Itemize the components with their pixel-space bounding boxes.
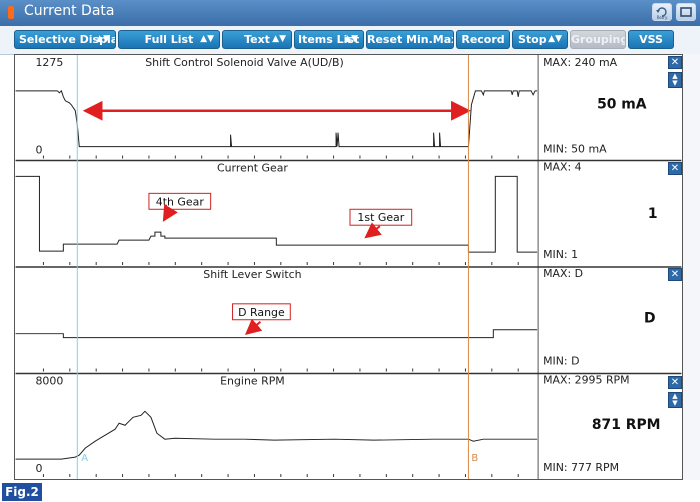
max-label: MAX: 240 mA (543, 56, 618, 69)
panel-controls-column (683, 54, 700, 480)
signal-trace (15, 329, 538, 339)
panel-solenoid-valve: 1275 0 Shift Control Solenoid Valve A(UD… (15, 56, 647, 157)
max-label: MAX: 2995 RPM (543, 373, 630, 386)
close-icon: ✕ (670, 57, 680, 68)
app-icon (8, 6, 14, 19)
updown-arrow-icon: ▲▼ (272, 34, 286, 44)
minimize-button[interactable] (676, 3, 696, 21)
stop-button[interactable]: Stop ▲▼ (512, 30, 568, 49)
signal-trace (15, 410, 538, 460)
graph-area: 1275 0 Shift Control Solenoid Valve A(UD… (14, 54, 683, 480)
updown-arrow-icon: ▲▼ (672, 392, 678, 407)
current-value: 1 (648, 206, 658, 222)
retry-icon: Retry (656, 7, 668, 20)
annotation-4th-gear: 4th Gear (156, 195, 205, 208)
close-panel-4-button[interactable]: ✕ (668, 376, 682, 389)
panel-title: Engine RPM (220, 374, 285, 387)
panel-shift-lever-switch: Shift Lever Switch MAX: D MIN: D D D Ran… (15, 267, 656, 368)
panel-engine-rpm: 8000 0 Engine RPM MAX: 2995 RPM MIN: 777… (15, 373, 661, 475)
panel-title: Shift Lever Switch (203, 268, 301, 281)
annotation-d-range: D Range (238, 306, 285, 319)
scale-min-label: 0 (35, 144, 42, 157)
min-label: MIN: 777 RPM (543, 461, 619, 474)
current-value: 50 mA (597, 97, 647, 113)
updown-arrow-icon: ▲▼ (344, 34, 358, 44)
signal-trace (15, 175, 538, 253)
svg-text:Retry: Retry (657, 15, 668, 20)
reset-min-max-button[interactable]: Reset Min.Max (366, 30, 454, 49)
scroll-panel-1-button[interactable]: ▲ ▼ (668, 72, 682, 88)
annotation-arrow (244, 318, 263, 335)
updown-arrow-icon: ▲▼ (96, 34, 110, 44)
close-icon: ✕ (670, 377, 680, 388)
close-icon: ✕ (670, 269, 680, 280)
updown-arrow-icon: ▲▼ (200, 34, 214, 44)
scale-max-label: 8000 (35, 374, 63, 387)
min-label: MIN: D (543, 355, 579, 368)
cursor-a-label: A (81, 453, 88, 464)
cursor-b-label: B (471, 453, 478, 464)
full-list-button[interactable]: Full List ▲▼ (118, 30, 220, 49)
time-ticks (42, 155, 519, 478)
close-panel-3-button[interactable]: ✕ (668, 268, 682, 281)
window-title: Current Data (24, 3, 115, 19)
toolbar: Selective Display ▲▼ Full List ▲▼ Text ▲▼ I… (0, 26, 700, 55)
close-panel-1-button[interactable]: ✕ (668, 56, 682, 69)
selective-display-button[interactable]: Selective Display ▲▼ (14, 30, 116, 49)
retry-button[interactable]: Retry (652, 3, 672, 21)
items-list-button[interactable]: Items List ▲▼ (294, 30, 364, 49)
annotation-arrow (364, 222, 382, 239)
window-titlebar: Current Data Retry (0, 0, 700, 27)
current-value: 871 RPM (592, 417, 661, 433)
scroll-panel-4-button[interactable]: ▲ ▼ (668, 392, 682, 408)
window-icon (680, 7, 692, 17)
annotation-1st-gear: 1st Gear (357, 211, 404, 224)
text-button[interactable]: Text ▲▼ (222, 30, 292, 49)
vss-button[interactable]: VSS (628, 30, 674, 49)
min-label: MIN: 50 mA (543, 143, 607, 156)
annotation-arrow (162, 204, 178, 222)
max-label: MAX: 4 (543, 160, 582, 173)
updown-arrow-icon: ▲▼ (548, 34, 562, 44)
figure-label: Fig.2 (2, 483, 42, 501)
panel-title: Current Gear (217, 161, 288, 174)
max-label: MAX: D (543, 267, 583, 280)
panel-title: Shift Control Solenoid Valve A(UD/B) (145, 56, 344, 69)
current-value: D (644, 311, 656, 327)
min-label: MIN: 1 (543, 248, 578, 261)
grouping-button[interactable]: Grouping (570, 30, 626, 49)
scale-max-label: 1275 (35, 56, 63, 69)
signal-trace (15, 89, 538, 148)
panel-current-gear: Current Gear MAX: 4 MIN: 1 1 4th Gear 1s… (15, 160, 658, 261)
updown-arrow-icon: ▲▼ (672, 72, 678, 87)
record-button[interactable]: Record (456, 30, 510, 49)
close-panel-2-button[interactable]: ✕ (668, 162, 682, 175)
close-icon: ✕ (670, 163, 680, 174)
scale-min-label: 0 (35, 462, 42, 475)
